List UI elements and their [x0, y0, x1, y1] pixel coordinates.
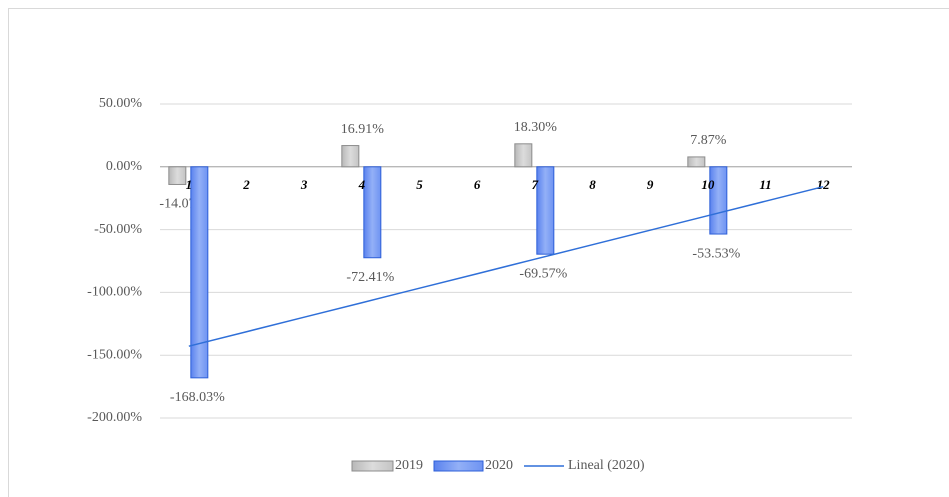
- bar: [190, 166, 209, 379]
- x-tick-label: 3: [300, 177, 308, 192]
- x-tick-label: 8: [589, 177, 596, 192]
- x-tick-label: 2: [242, 177, 250, 192]
- x-tick-label: 11: [759, 177, 771, 192]
- x-tick-label: 12: [817, 177, 831, 192]
- data-label: 7.87%: [690, 133, 727, 148]
- x-tick-label: 5: [416, 177, 423, 192]
- y-tick-label: -150.00%: [87, 347, 142, 362]
- bar: [341, 145, 360, 168]
- bar: [536, 166, 555, 255]
- data-label: 18.30%: [514, 120, 558, 135]
- y-tick-label: -200.00%: [87, 410, 142, 425]
- data-label: -69.57%: [519, 266, 567, 281]
- y-tick-label: 0.00%: [106, 159, 143, 174]
- legend-label: 2020: [485, 458, 513, 473]
- bar: [514, 143, 533, 168]
- data-label: -53.53%: [692, 246, 740, 261]
- x-tick-label: 9: [647, 177, 654, 192]
- bar: [687, 156, 706, 168]
- y-tick-label: -50.00%: [94, 222, 142, 237]
- legend-label: Lineal (2020): [568, 458, 645, 473]
- legend-swatch: [351, 460, 394, 472]
- y-tick-label: -100.00%: [87, 285, 142, 300]
- y-tick-label: 50.00%: [99, 96, 143, 111]
- x-tick-label: 6: [474, 177, 481, 192]
- data-label: 16.91%: [341, 122, 385, 137]
- legend-swatch: [433, 460, 484, 472]
- trend-line: [188, 185, 824, 347]
- bar: [363, 166, 382, 259]
- bar: [709, 166, 728, 235]
- legend-label: 2019: [395, 458, 423, 473]
- chart-border: [8, 8, 949, 497]
- bar: [168, 166, 187, 185]
- x-tick-label: 10: [701, 177, 715, 192]
- x-tick-label: 7: [532, 177, 539, 192]
- data-label: -168.03%: [170, 390, 225, 405]
- x-tick-label: 4: [358, 177, 366, 192]
- x-tick-label: 1: [186, 177, 193, 192]
- data-label: -72.41%: [346, 270, 394, 285]
